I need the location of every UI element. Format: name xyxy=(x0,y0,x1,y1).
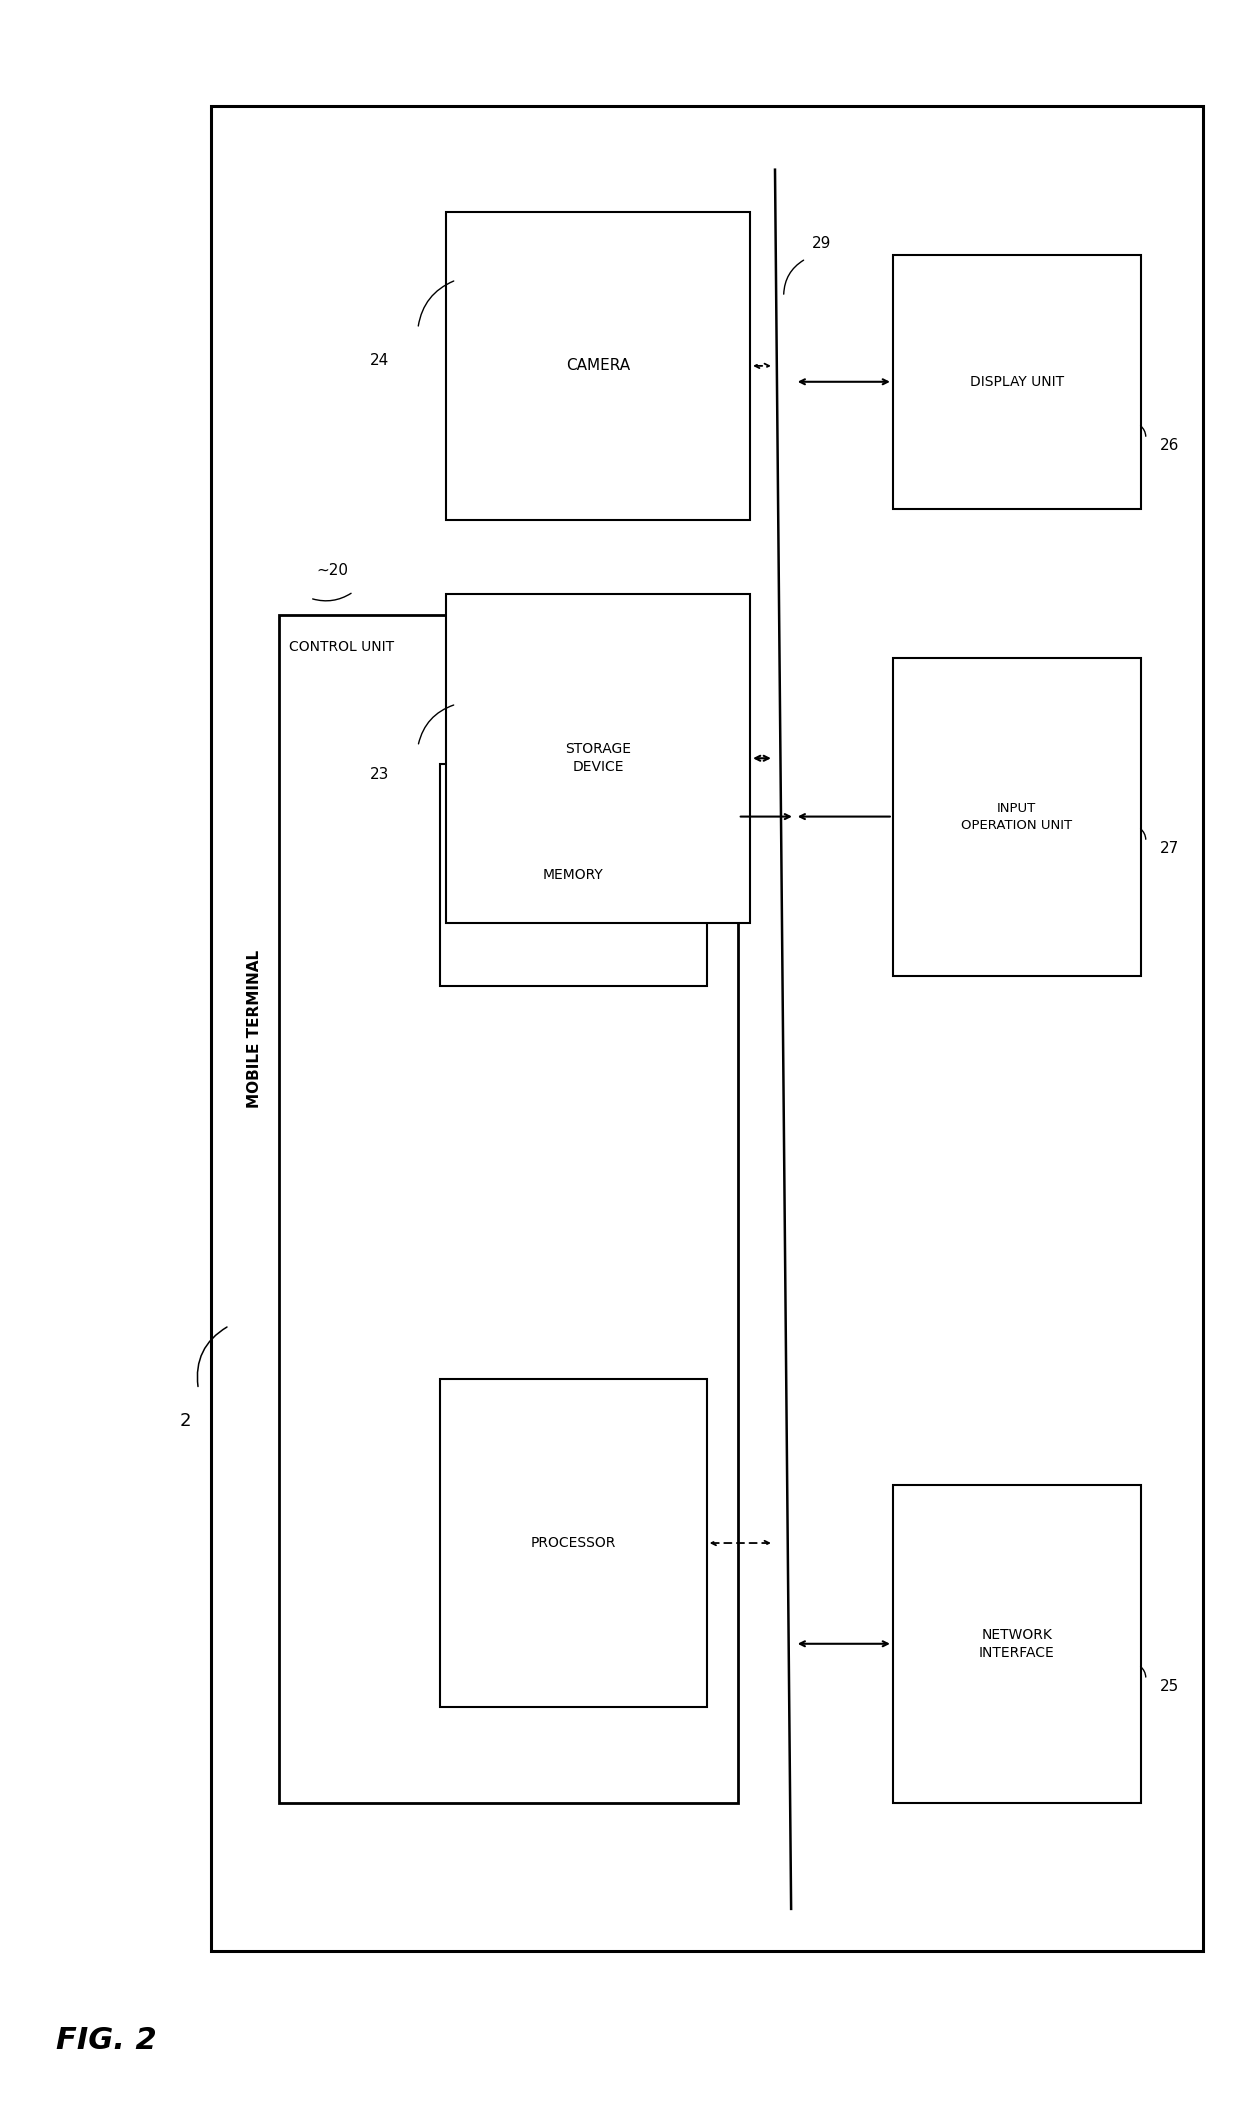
FancyBboxPatch shape xyxy=(893,255,1141,509)
Text: INPUT
OPERATION UNIT: INPUT OPERATION UNIT xyxy=(961,802,1073,831)
Text: ~20: ~20 xyxy=(316,562,348,579)
FancyBboxPatch shape xyxy=(440,1379,707,1707)
FancyBboxPatch shape xyxy=(446,212,750,520)
Text: CAMERA: CAMERA xyxy=(567,358,630,373)
Text: FIG. 2: FIG. 2 xyxy=(56,2026,156,2055)
Text: STORAGE
DEVICE: STORAGE DEVICE xyxy=(565,742,631,774)
Text: 2: 2 xyxy=(180,1413,191,1430)
Text: 27: 27 xyxy=(1159,840,1179,857)
Text: NETWORK
INTERFACE: NETWORK INTERFACE xyxy=(978,1627,1055,1661)
Text: MOBILE TERMINAL: MOBILE TERMINAL xyxy=(247,950,262,1107)
FancyBboxPatch shape xyxy=(211,106,1203,1951)
FancyBboxPatch shape xyxy=(446,594,750,923)
Text: MEMORY: MEMORY xyxy=(543,867,604,882)
FancyBboxPatch shape xyxy=(893,1485,1141,1803)
Text: 23: 23 xyxy=(370,766,389,783)
Text: PROCESSOR: PROCESSOR xyxy=(531,1536,616,1550)
Text: 26: 26 xyxy=(1159,437,1179,454)
FancyBboxPatch shape xyxy=(279,615,738,1803)
Text: CONTROL UNIT: CONTROL UNIT xyxy=(289,641,394,653)
Text: 29: 29 xyxy=(812,235,832,252)
Text: 24: 24 xyxy=(370,352,389,369)
Text: DISPLAY UNIT: DISPLAY UNIT xyxy=(970,375,1064,388)
FancyBboxPatch shape xyxy=(440,764,707,986)
Text: 25: 25 xyxy=(1159,1678,1179,1695)
FancyBboxPatch shape xyxy=(893,658,1141,976)
